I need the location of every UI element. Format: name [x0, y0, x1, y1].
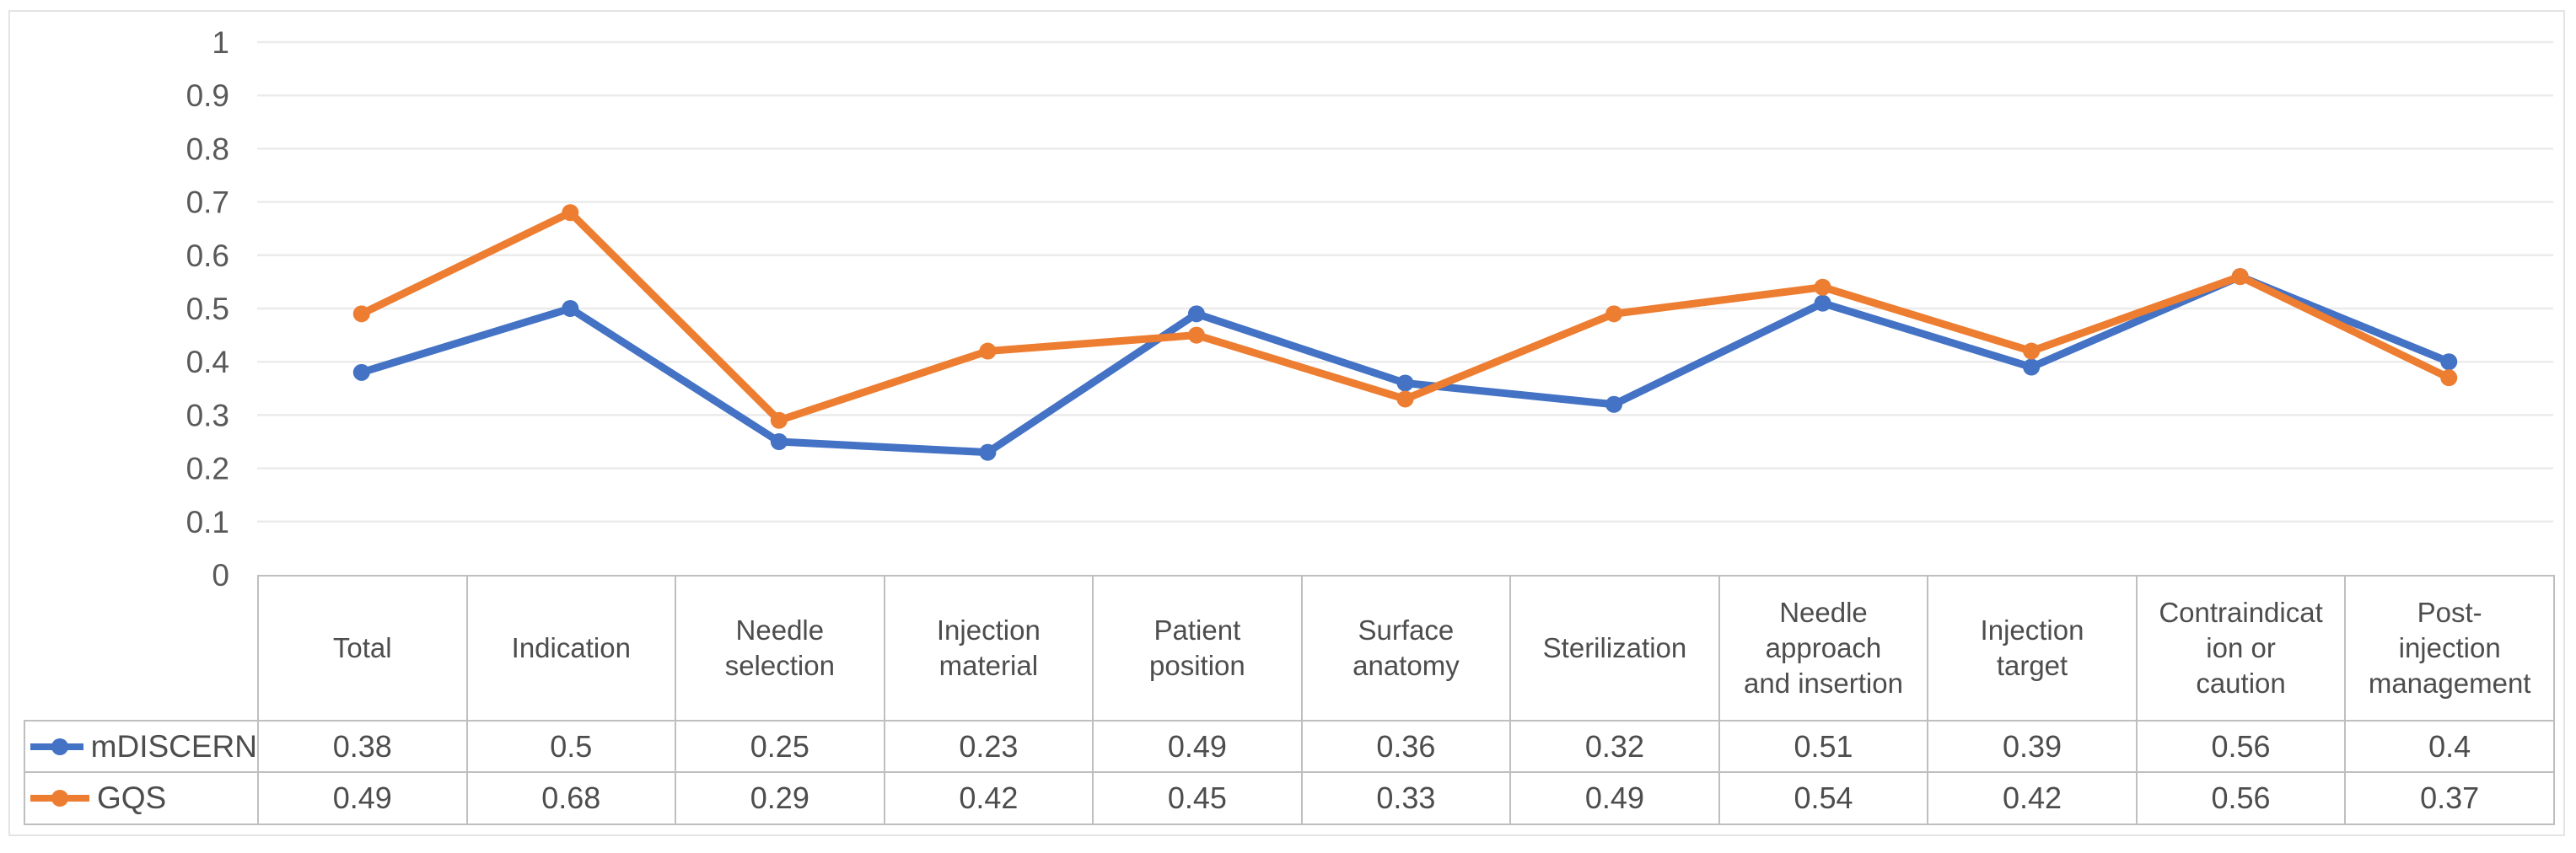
legend-key-icon-mdiscern [30, 738, 83, 755]
column-header-cell: Sterilization [1509, 575, 1720, 722]
table-value-cell: 0.33 [1300, 771, 1512, 825]
column-header-cell: Contraindicat ion or caution [2135, 575, 2347, 722]
legend-entry: mDISCERN [26, 728, 257, 764]
table-value-cell: 0.29 [675, 771, 885, 825]
table-value-cell: 0.37 [2344, 771, 2555, 825]
table-value-cell: 0.56 [2135, 771, 2347, 825]
table-header-row: Total Indication Needle selection Injection… [24, 575, 2555, 722]
table-value-cell: 0.23 [883, 720, 1094, 773]
table-value-cell: 0.68 [465, 771, 677, 825]
table-value-cell: 0.42 [883, 771, 1094, 825]
table-value-cell: 0.36 [1300, 720, 1512, 773]
column-header-cell: Indication [465, 575, 677, 722]
table-value-cell: 0.25 [675, 720, 885, 773]
table-value-cell: 0.4 [2344, 720, 2555, 773]
column-header-cell: Surface anatomy [1300, 575, 1512, 722]
table-value-cell: 0.49 [1509, 771, 1720, 825]
series-label: GQS [97, 781, 167, 815]
table-value-cell: 0.5 [465, 720, 677, 773]
table-value-cell: 0.45 [1092, 771, 1303, 825]
table-value-cell: 0.42 [1927, 771, 2138, 825]
table-row-gqs: GQS 0.49 0.68 0.29 0.42 0.45 0.33 0.49 0.54 0.42 0… [24, 771, 2555, 825]
series-label: mDISCERN [90, 728, 257, 764]
table-value-cell: 0.39 [1927, 720, 2138, 773]
table-value-cell: 0.54 [1718, 771, 1929, 825]
chart-data-table: Total Indication Needle selection Injection… [24, 575, 2555, 825]
table-row-mdiscern: mDISCERN 0.38 0.5 0.25 0.23 0.49 0.36 0.32 0.51 0… [24, 720, 2555, 773]
legend-cell-gqs: GQS [24, 771, 259, 825]
column-header-cell: Needle selection [675, 575, 885, 722]
column-header-cell: Patient position [1092, 575, 1303, 722]
legend-cell-mdiscern: mDISCERN [24, 720, 259, 773]
table-value-cell: 0.49 [257, 771, 468, 825]
column-header-cell: Injection material [883, 575, 1094, 722]
table-value-cell: 0.49 [1092, 720, 1303, 773]
table-value-cell: 0.32 [1509, 720, 1720, 773]
column-header-cell: Needle approach and insertion [1718, 575, 1929, 722]
table-value-cell: 0.38 [257, 720, 468, 773]
column-header-cell: Injection target [1927, 575, 2138, 722]
table-value-cell: 0.51 [1718, 720, 1929, 773]
column-header-cell: Post- injection management [2344, 575, 2555, 722]
legend-key-icon-gqs [30, 790, 89, 807]
column-header-cell: Total [257, 575, 468, 722]
table-value-cell: 0.56 [2135, 720, 2347, 773]
legend-entry: GQS [26, 781, 256, 816]
table-corner-cell [24, 576, 259, 722]
